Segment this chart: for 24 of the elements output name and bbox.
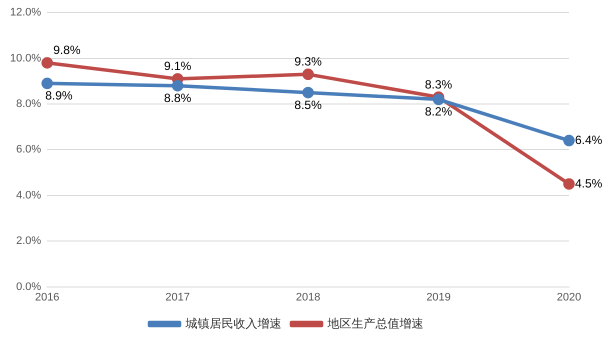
data-label: 9.8% [53, 43, 81, 58]
x-tick-label: 2020 [556, 291, 582, 304]
data-label: 8.5% [294, 98, 322, 112]
data-label: 4.5% [575, 176, 603, 190]
y-tick-label: 2.0% [16, 235, 42, 248]
y-tick-label: 8.0% [16, 98, 42, 110]
y-tick-label: 12.0% [10, 6, 42, 19]
x-tick-label: 2019 [426, 291, 451, 304]
x-tick-label: 2016 [34, 291, 60, 304]
y-tick-label: 10.0% [10, 52, 42, 64]
y-tick-label: 6.0% [16, 144, 42, 156]
data-label: 8.3% [424, 77, 453, 92]
data-label: 8.2% [424, 104, 453, 119]
data-label: 8.8% [164, 91, 192, 106]
legend-label: 城镇居民收入增速 [184, 316, 282, 330]
y-tick-label: 4.0% [16, 189, 42, 202]
data-label: 9.3% [294, 54, 322, 69]
data-label: 9.1% [164, 59, 192, 74]
data-label: 8.9% [45, 88, 73, 103]
x-tick-label: 2017 [165, 291, 190, 304]
x-tick-label: 2018 [296, 291, 320, 304]
data-label: 6.4% [575, 132, 603, 147]
y-tick-label: 0.0% [16, 280, 42, 293]
legend-label: 地区生产总值增速 [326, 316, 424, 330]
